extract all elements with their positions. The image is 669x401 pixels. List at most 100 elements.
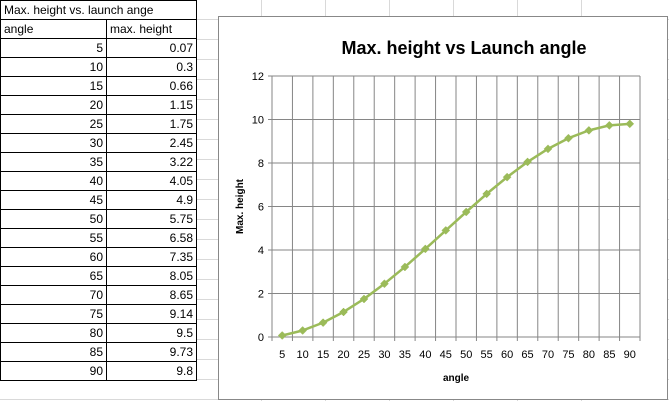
max-height-cell[interactable]: 9.5	[106, 323, 197, 343]
angle-cell[interactable]: 45	[0, 190, 107, 210]
data-point	[543, 144, 553, 154]
x-tick-label: 35	[399, 349, 411, 361]
x-tick-label: 30	[378, 349, 390, 361]
x-tick-label: 5	[279, 349, 285, 361]
data-point	[564, 133, 573, 143]
chart-area[interactable]: Max. height vs Launch angle 0 2 4 6 8 10 12 5 10 1…	[218, 16, 668, 400]
table-row: 90 9.8	[0, 361, 197, 381]
angle-cell[interactable]: 80	[0, 323, 107, 343]
table-row: 60 7.35	[0, 247, 197, 267]
max-height-cell[interactable]: 9.73	[106, 342, 197, 362]
table-row: 50 5.75	[0, 209, 197, 229]
angle-cell[interactable]: 40	[0, 171, 107, 191]
max-height-cell[interactable]: 7.35	[106, 247, 197, 267]
data-point	[625, 119, 635, 129]
x-tick-label: 20	[337, 349, 349, 361]
y-tick-label: 2	[258, 289, 264, 301]
data-point	[461, 207, 471, 217]
x-tick-label: 15	[317, 349, 329, 361]
max-height-cell[interactable]: 9.14	[106, 304, 197, 324]
angle-cell[interactable]: 90	[0, 361, 107, 381]
x-tick-label: 40	[419, 349, 431, 361]
data-point	[584, 126, 594, 135]
angle-cell[interactable]: 25	[0, 114, 107, 134]
max-height-cell[interactable]: 9.8	[106, 361, 197, 381]
max-height-cell[interactable]: 8.05	[106, 266, 197, 286]
x-tick-label: 70	[542, 349, 554, 361]
angle-cell[interactable]: 85	[0, 342, 107, 362]
data-point	[298, 326, 308, 335]
table-row: 85 9.73	[0, 342, 197, 362]
angle-cell[interactable]: 75	[0, 304, 107, 324]
angle-cell[interactable]: 15	[0, 76, 107, 96]
data-point	[502, 172, 512, 182]
table-row: 75 9.14	[0, 304, 197, 324]
data-point	[359, 294, 369, 304]
data-point	[604, 121, 614, 130]
data-point	[277, 331, 287, 340]
x-tick-label: 45	[440, 349, 452, 361]
max-height-cell[interactable]: 0.07	[106, 38, 197, 58]
x-tick-label: 50	[460, 349, 472, 361]
table-row: 5 0.07	[0, 38, 197, 58]
table-row: 70 8.65	[0, 285, 197, 305]
angle-cell[interactable]: 30	[0, 133, 107, 153]
data-point	[339, 307, 348, 317]
y-tick-label: 4	[258, 245, 264, 257]
angle-cell[interactable]: 65	[0, 266, 107, 286]
series-line	[281, 122, 630, 337]
data-point	[380, 279, 389, 289]
max-height-cell[interactable]: 4.05	[106, 171, 197, 191]
x-tick-label: 75	[562, 349, 574, 361]
max-height-cell[interactable]: 6.58	[106, 228, 197, 248]
data-point	[318, 318, 328, 327]
angle-cell[interactable]: 55	[0, 228, 107, 248]
chart-title: Max. height vs Launch angle	[341, 38, 586, 58]
x-tick-label: 65	[521, 349, 533, 361]
table-row: 45 4.9	[0, 190, 197, 210]
x-tick-label: 25	[358, 349, 370, 361]
angle-cell[interactable]: 60	[0, 247, 107, 267]
x-tick-label: 10	[297, 349, 309, 361]
data-table: Max. height vs. launch ange angle max. h…	[0, 0, 197, 381]
y-tick-label: 0	[258, 332, 264, 344]
x-tick-label: 85	[603, 349, 615, 361]
angle-cell[interactable]: 10	[0, 57, 107, 77]
max-height-cell[interactable]: 3.22	[106, 152, 197, 172]
table-row: 35 3.22	[0, 152, 197, 172]
data-point	[400, 262, 410, 272]
angle-cell[interactable]: 70	[0, 285, 107, 305]
max-height-cell[interactable]: 1.75	[106, 114, 197, 134]
table-row: 10 0.3	[0, 57, 197, 77]
max-height-cell[interactable]: 0.3	[106, 57, 197, 77]
max-height-cell[interactable]: 5.75	[106, 209, 197, 229]
table-row: 20 1.15	[0, 95, 197, 115]
data-point	[523, 157, 532, 167]
max-height-cell[interactable]: 1.15	[106, 95, 197, 115]
data-point	[420, 244, 430, 254]
x-tick-label: 90	[624, 349, 636, 361]
table-row: 55 6.58	[0, 228, 197, 248]
data-point	[482, 189, 492, 199]
angle-cell[interactable]: 50	[0, 209, 107, 229]
max-height-cell[interactable]: 0.66	[106, 76, 197, 96]
y-tick-label: 12	[252, 71, 264, 83]
table-row: 40 4.05	[0, 171, 197, 191]
angle-cell[interactable]: 35	[0, 152, 107, 172]
data-point	[441, 226, 451, 235]
table-row: 65 8.05	[0, 266, 197, 286]
x-tick-label: 80	[583, 349, 595, 361]
y-tick-label: 6	[258, 202, 264, 214]
line-chart: Max. height vs Launch angle 0 2 4 6 8 10 12 5 10 1…	[235, 38, 641, 384]
max-height-cell[interactable]: 8.65	[106, 285, 197, 305]
header-angle-cell[interactable]: angle	[0, 19, 107, 39]
max-height-cell[interactable]: 2.45	[106, 133, 197, 153]
table-row: 25 1.75	[0, 114, 197, 134]
angle-cell[interactable]: 20	[0, 95, 107, 115]
table-row: 80 9.5	[0, 323, 197, 343]
header-max-height-cell[interactable]: max. height	[106, 19, 197, 39]
angle-cell[interactable]: 5	[0, 38, 107, 58]
table-title-cell[interactable]: Max. height vs. launch ange	[0, 0, 197, 20]
max-height-cell[interactable]: 4.9	[106, 190, 197, 210]
table-row: 15 0.66	[0, 76, 197, 96]
